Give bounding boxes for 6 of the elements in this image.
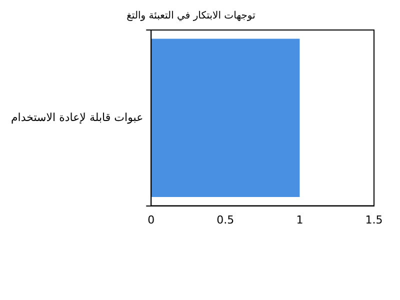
- y-tick-label: عبوات قابلة لإعادة الاستخدام: [10, 110, 144, 124]
- x-tick-label: 0: [148, 213, 155, 226]
- x-tick-label: 1.5: [365, 213, 383, 226]
- x-tick-label: 1: [296, 213, 304, 226]
- chart-title: توجهات الابتكار في التعبئة والتغ: [126, 10, 256, 22]
- x-tick-label: 0.5: [216, 213, 234, 226]
